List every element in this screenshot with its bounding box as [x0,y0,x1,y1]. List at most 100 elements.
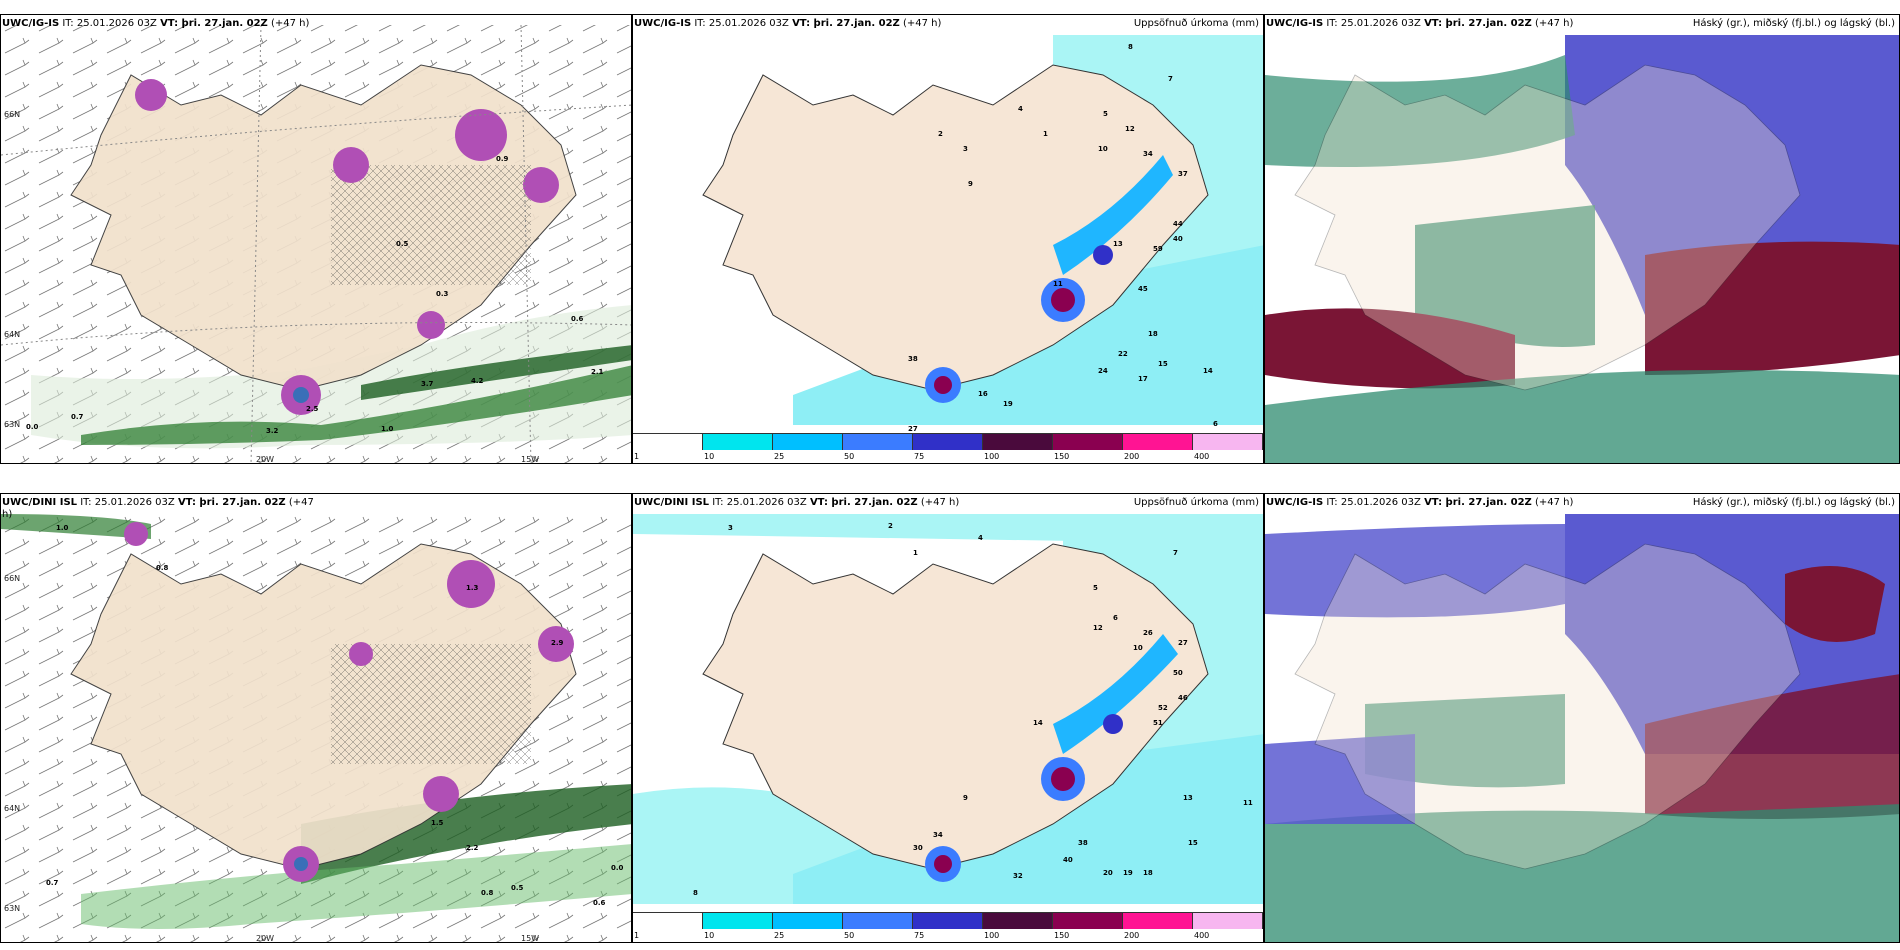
panel-top-left-wind-precip: UWC/IG-IS IT: 25.01.2026 03Z VT: þri. 27… [0,14,632,464]
value-label: 32 [1013,872,1023,880]
value-label: 0.0 [611,864,624,872]
colorbar-cell [633,912,703,929]
value-label: 1.0 [381,425,394,433]
value-label: 13 [1113,240,1123,248]
colorbar-cell [633,433,703,450]
value-label: 6 [1113,614,1118,622]
value-label: 34 [933,831,943,839]
value-label: 11 [1243,799,1253,807]
value-label: 30 [913,844,923,852]
map-precip [633,514,1263,914]
value-label: 22 [1118,350,1128,358]
value-label: 19 [1003,400,1013,408]
value-label: 44 [1173,220,1183,228]
value-label: 2.1 [591,368,604,376]
value-label: 13 [1183,794,1193,802]
value-label: 50 [1173,669,1183,677]
lon-label: 20W [256,934,275,943]
value-label: 7 [1168,75,1173,83]
value-label: 0.7 [46,879,59,887]
colorbar-cell [1123,912,1193,929]
value-label: 1 [913,549,918,557]
value-label: 15 [1188,839,1198,847]
value-label: 1.0 [56,524,69,532]
value-label: 40 [1063,856,1073,864]
value-label: 3 [728,524,733,532]
colorbar-tick: 25 [774,931,785,940]
colorbar-tick: 10 [704,931,715,940]
colorbar-cell [1053,912,1123,929]
value-label: 38 [1078,839,1088,847]
colorbar-tick: 150 [1054,452,1070,461]
panel-header: UWC/IG-IS IT: 25.01.2026 03Z VT: þri. 27… [1266,18,1574,29]
colorbar-tick: 75 [914,931,925,940]
value-label: 1.5 [431,819,444,827]
value-label: 10 [1133,644,1143,652]
value-label: 0.7 [71,413,84,421]
value-label: 27 [908,425,918,433]
value-label: 38 [908,355,918,363]
value-label: 24 [1098,367,1108,375]
value-label: 10 [1098,145,1108,153]
colorbar-tick: 400 [1194,452,1210,461]
panel-title-right: Uppsöfnuð úrkoma (mm) [1133,18,1259,29]
value-label: 3 [963,145,968,153]
colorbar-cell [1193,433,1263,450]
value-label: 0.3 [436,290,449,298]
colorbar-cell [913,912,983,929]
value-label: 3.2 [266,427,279,435]
map-clouds [1265,514,1899,942]
colorbar-cell [703,433,773,450]
panel-header: UWC/DINI ISL IT: 25.01.2026 03Z VT: þri.… [2,497,314,520]
lat-label: 66N [4,110,21,119]
value-label: 4 [978,534,983,542]
colorbar: 1 10 25 50 75 100 150 200 400 [633,433,1263,463]
value-label: 16 [978,390,988,398]
value-label: 2 [888,522,893,530]
value-label: 1 [1043,130,1048,138]
colorbar-cell [983,433,1053,450]
value-label: 8 [693,889,698,897]
value-label: 7 [1173,549,1178,557]
panel-top-right-clouds: UWC/IG-IS IT: 25.01.2026 03Z VT: þri. 27… [1264,14,1900,464]
value-label: 59 [1153,245,1163,253]
value-label: 0.5 [511,884,524,892]
colorbar-tick: 150 [1054,931,1070,940]
colorbar-tick: 25 [774,452,785,461]
value-label: 2.5 [306,405,319,413]
lat-label: 63N [4,420,21,429]
colorbar-cell [1123,433,1193,450]
value-label: 51 [1153,719,1163,727]
colorbar-tick: 100 [984,452,1000,461]
value-label: 6 [1213,420,1218,428]
value-label: 52 [1158,704,1168,712]
value-label: 14 [1033,719,1043,727]
value-label: 1.3 [466,584,479,592]
colorbar-cell [983,912,1053,929]
map-clouds [1265,35,1899,463]
colorbar-tick: 10 [704,452,715,461]
value-label: 18 [1143,869,1153,877]
value-label: 19 [1123,869,1133,877]
value-label: 12 [1125,125,1135,133]
panel-top-mid-accum-precip: UWC/IG-IS IT: 25.01.2026 03Z VT: þri. 27… [632,14,1264,464]
panel-title-right: Uppsöfnuð úrkoma (mm) [1133,497,1259,508]
value-label: 40 [1173,235,1183,243]
lon-label: 15W [521,934,540,943]
lat-label: 63N [4,904,21,913]
value-label: 4.2 [471,377,484,385]
value-label: 0.8 [481,889,494,897]
value-label: 0.5 [396,240,409,248]
colorbar: 1 10 25 50 75 100 150 200 400 [633,912,1263,942]
value-label: 46 [1178,694,1188,702]
value-label: 37 [1178,170,1188,178]
colorbar-cell [703,912,773,929]
lat-label: 66N [4,574,21,583]
value-label: 12 [1093,624,1103,632]
colorbar-tick: 1 [634,931,640,940]
value-label: 0.0 [26,423,39,431]
value-label: 8 [1128,43,1133,51]
value-label: 3.7 [421,380,434,388]
colorbar-cell [843,912,913,929]
value-label: 45 [1138,285,1148,293]
